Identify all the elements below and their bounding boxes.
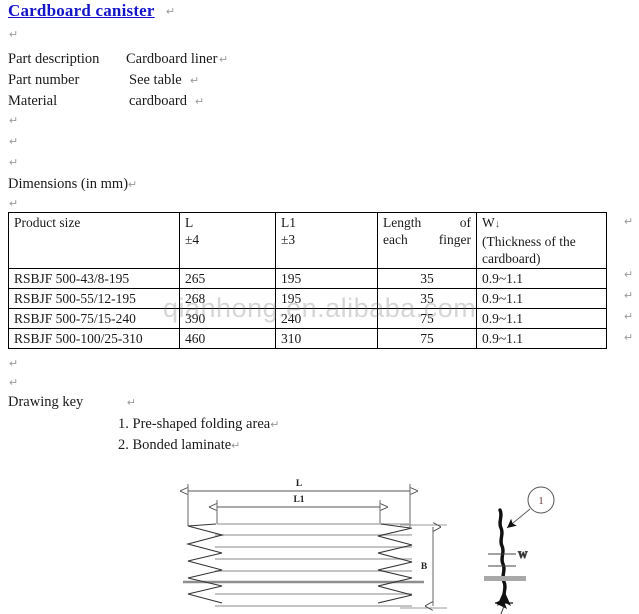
technical-drawing: L L1 B 1 (0, 466, 639, 614)
header-tolerance: ±4 (185, 232, 200, 247)
pilcrow-mark: ↵ (128, 179, 138, 191)
callout-leader-line (506, 508, 531, 529)
cell-l: 390 (179, 308, 276, 329)
bottom-arrowhead-icon (497, 590, 511, 606)
cell-finger-length: 35 (377, 268, 477, 289)
drawing-key-item-text: 2. Bonded laminate (118, 437, 232, 453)
header-cell-product-size: Product size (8, 212, 180, 269)
cell-l: 265 (179, 268, 276, 289)
dimensions-table: Product size L ±4 L1 ±3 Length of each f… (8, 212, 607, 349)
drawing-key-item-2: 2. Bonded laminate↵ (118, 437, 240, 454)
pilcrow-mark: ↵ (624, 332, 634, 344)
table-row: RSBJF 500-100/25-310 460 310 75 0.9~1.1 (8, 328, 607, 349)
drawing-key-label-text: Drawing key (8, 394, 84, 410)
pleat-sheets (200, 523, 420, 607)
spec-label: Part number (8, 72, 80, 88)
pilcrow-mark: ↵ (9, 157, 19, 169)
pilcrow-mark: ↵ (270, 419, 280, 431)
cell-l1: 195 (275, 268, 378, 289)
pilcrow-mark: ↵ (219, 54, 229, 66)
pilcrow-mark: ↵ (190, 75, 200, 87)
header-text: L (185, 215, 194, 230)
callout-number: 1 (539, 496, 544, 507)
page-title: Cardboard canister (8, 1, 155, 20)
dimension-label-l1: L1 (293, 495, 304, 505)
fold-zigzag-left (185, 523, 225, 604)
spec-value: Cardboard liner (126, 51, 218, 67)
drawing-key-item-text: 1. Pre-shaped folding area (118, 416, 271, 432)
dimension-w: W (488, 551, 528, 567)
cell-w: 0.9~1.1 (476, 308, 607, 329)
pilcrow-mark: ↵ (624, 216, 634, 228)
pilcrow-mark: ↵ (9, 136, 19, 148)
callout-circle-icon (527, 486, 555, 514)
header-text: Product size (14, 215, 81, 230)
header-text: each finger (383, 232, 471, 247)
pilcrow-mark: ↵ (624, 290, 634, 302)
header-cell-finger-length: Length of each finger (377, 212, 477, 269)
drawing-key-heading: Drawing key ↵ (8, 394, 136, 411)
dimensions-heading-text: Dimensions (in mm) (8, 176, 129, 192)
pilcrow-mark: ↵ (9, 358, 19, 370)
cell-w: 0.9~1.1 (476, 288, 607, 309)
table-row: RSBJF 500-55/12-195 268 195 35 0.9~1.1 (8, 288, 607, 309)
pilcrow-mark: ↵ (9, 377, 19, 389)
dimension-label-w: W (518, 551, 528, 561)
pilcrow-mark: ↵ (9, 29, 19, 41)
cell-w: 0.9~1.1 (476, 268, 607, 289)
cell-l1: 310 (275, 328, 378, 349)
pilcrow-mark: ↵ (624, 269, 634, 281)
bonded-laminate-band (484, 576, 526, 581)
pilcrow-mark: ↵ (624, 311, 634, 323)
header-cell-l: L ±4 (179, 212, 276, 269)
pilcrow-mark: ↵ (9, 198, 19, 210)
pilcrow-mark: ↵ (231, 440, 241, 452)
cardboard-edge-section (498, 508, 507, 602)
spec-label: Part description (8, 51, 100, 67)
header-tolerance: ±3 (281, 232, 296, 247)
pilcrow-mark: ↵ (126, 397, 137, 409)
table-row: RSBJF 500-43/8-195 265 195 35 0.9~1.1 (8, 268, 607, 289)
header-cell-w: W↓ (Thickness of the cardboard) (476, 212, 607, 269)
table-row: RSBJF 500-75/15-240 390 240 75 0.9~1.1 (8, 308, 607, 329)
fold-zigzag-right (377, 523, 413, 604)
bottom-leader-line (500, 605, 505, 614)
header-cell-l1: L1 ±3 (275, 212, 378, 269)
drawing-key-item-1: 1. Pre-shaped folding area↵ (118, 416, 279, 433)
cell-product-size: RSBJF 500-55/12-195 (8, 288, 180, 309)
pilcrow-mark: ↵ (9, 115, 19, 127)
cell-product-size: RSBJF 500-75/15-240 (8, 308, 180, 329)
cell-l: 268 (179, 288, 276, 309)
header-note: (Thickness of the cardboard) (482, 234, 576, 266)
cell-finger-length: 35 (377, 288, 477, 309)
dimension-b: B (400, 525, 447, 608)
spec-label: Material (8, 93, 58, 109)
cell-w: 0.9~1.1 (476, 328, 607, 349)
cell-l: 460 (179, 328, 276, 349)
header-text: L1 (281, 215, 296, 230)
header-text: Length of (383, 215, 471, 230)
table-header-row: Product size L ±4 L1 ±3 Length of each f… (8, 212, 607, 269)
cell-finger-length: 75 (377, 308, 477, 329)
header-w-letter: W (482, 215, 495, 230)
line-break-arrow-icon: ↓ (494, 218, 501, 230)
dimension-label-b: B (421, 562, 428, 572)
cell-finger-length: 75 (377, 328, 477, 349)
pilcrow-mark: ↵ (166, 6, 176, 18)
cell-l1: 240 (275, 308, 378, 329)
header-text: W↓ (482, 214, 601, 233)
dimension-label-l: L (296, 479, 302, 489)
cell-l1: 195 (275, 288, 378, 309)
dimensions-heading: Dimensions (in mm)↵ (8, 176, 137, 193)
cell-product-size: RSBJF 500-43/8-195 (8, 268, 180, 289)
spec-value: See table (129, 72, 182, 88)
spec-value: cardboard (129, 93, 187, 109)
pilcrow-mark: ↵ (195, 96, 205, 108)
cell-product-size: RSBJF 500-100/25-310 (8, 328, 180, 349)
